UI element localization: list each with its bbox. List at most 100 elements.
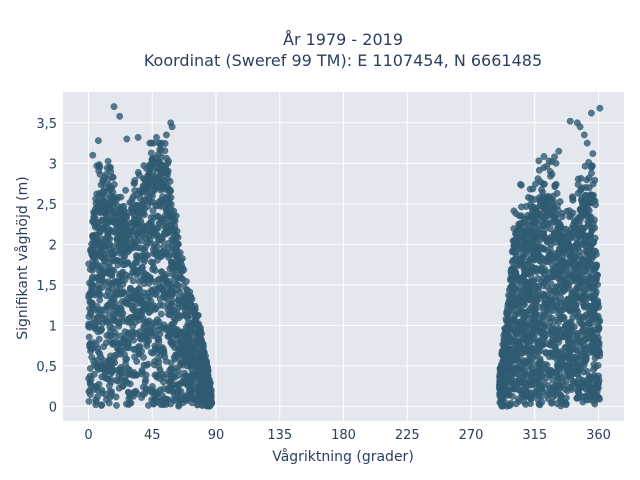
data-point	[101, 363, 109, 371]
data-point	[189, 370, 196, 378]
data-point	[142, 243, 149, 251]
data-point	[551, 263, 559, 271]
data-point	[593, 330, 601, 337]
data-point	[579, 292, 587, 300]
data-point	[556, 221, 564, 228]
data-point	[542, 374, 550, 382]
data-point	[124, 340, 132, 348]
data-point	[539, 208, 547, 216]
data-point	[591, 176, 599, 184]
data-point	[123, 135, 131, 143]
data-point	[581, 337, 588, 345]
data-point	[589, 150, 597, 158]
data-point	[133, 208, 141, 215]
chart-title-line-1: År 1979 - 2019	[283, 30, 403, 49]
data-point	[588, 302, 596, 310]
data-point	[85, 260, 93, 268]
data-point	[105, 270, 113, 278]
data-point	[574, 313, 582, 321]
data-point	[595, 379, 602, 387]
data-point	[90, 339, 98, 346]
data-point	[528, 231, 535, 239]
data-point	[121, 260, 129, 268]
data-point	[109, 340, 117, 348]
data-point	[175, 294, 183, 301]
data-point	[93, 314, 101, 321]
data-point	[577, 196, 585, 204]
data-point	[531, 361, 539, 369]
data-point	[114, 278, 122, 286]
data-point	[539, 317, 547, 325]
data-point	[175, 401, 183, 409]
data-point	[151, 227, 159, 235]
data-point	[545, 391, 553, 399]
data-point	[177, 338, 185, 346]
data-point	[529, 334, 537, 342]
data-point	[527, 278, 535, 286]
data-point	[133, 237, 141, 245]
data-point	[510, 207, 518, 215]
data-point	[148, 302, 156, 310]
data-point	[529, 185, 537, 193]
data-point	[508, 373, 516, 381]
data-point	[164, 170, 171, 178]
data-point	[576, 123, 584, 131]
data-point	[554, 271, 562, 278]
data-point	[592, 247, 600, 255]
data-point	[172, 381, 180, 389]
data-point	[150, 214, 158, 221]
data-point	[95, 275, 102, 283]
data-point	[176, 265, 184, 273]
data-point	[182, 293, 190, 301]
data-point	[545, 219, 552, 227]
data-point	[160, 321, 168, 329]
data-point	[92, 306, 100, 314]
data-point	[120, 202, 128, 210]
data-point	[537, 267, 545, 275]
data-point	[90, 240, 98, 248]
data-point	[564, 330, 572, 338]
data-point	[159, 301, 167, 309]
data-point	[106, 235, 114, 243]
data-point	[503, 351, 511, 359]
data-point	[587, 294, 594, 301]
data-point	[200, 347, 207, 354]
data-point	[130, 336, 138, 344]
data-point	[118, 272, 126, 280]
data-point	[186, 323, 194, 331]
data-point	[160, 176, 168, 184]
data-point	[89, 151, 97, 159]
data-point	[107, 375, 114, 383]
data-point	[170, 353, 178, 361]
data-point	[552, 254, 559, 262]
data-point	[539, 189, 547, 196]
data-point	[571, 293, 579, 301]
data-point	[87, 310, 95, 318]
data-point	[569, 196, 577, 204]
data-point	[593, 395, 600, 403]
data-point	[564, 368, 571, 375]
data-point	[170, 216, 178, 224]
data-point	[564, 295, 571, 303]
data-point	[542, 349, 550, 357]
data-point	[142, 385, 150, 393]
data-point	[138, 366, 146, 374]
y-tick-label: 3,5	[36, 117, 57, 132]
data-point	[148, 383, 156, 390]
data-point	[104, 175, 112, 183]
data-point	[565, 233, 573, 241]
data-point	[135, 349, 143, 357]
data-point	[131, 187, 139, 194]
data-point	[169, 337, 177, 345]
data-point	[163, 200, 171, 208]
data-point	[530, 310, 538, 317]
data-point	[151, 278, 159, 286]
x-tick-label: 45	[144, 428, 161, 443]
data-point	[191, 344, 198, 351]
data-point	[111, 332, 119, 340]
data-point	[130, 179, 138, 187]
data-point	[196, 338, 204, 346]
data-point	[549, 385, 556, 393]
data-point	[512, 356, 520, 364]
